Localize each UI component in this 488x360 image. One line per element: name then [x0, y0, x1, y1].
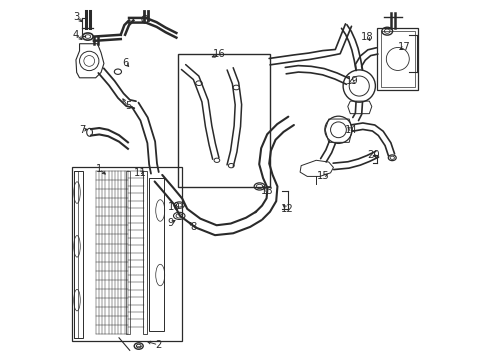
- Bar: [74, 171, 78, 338]
- Text: 18: 18: [361, 32, 373, 41]
- Bar: [380, 31, 414, 87]
- Bar: [178, 54, 269, 187]
- Text: 6: 6: [122, 58, 128, 68]
- Text: 10: 10: [168, 202, 181, 212]
- Text: 16: 16: [213, 49, 225, 59]
- Bar: [142, 171, 147, 334]
- Bar: [126, 171, 130, 334]
- Text: 5: 5: [124, 102, 131, 112]
- Text: 14: 14: [345, 125, 357, 135]
- Text: 2: 2: [155, 340, 162, 350]
- Text: 17: 17: [397, 42, 409, 52]
- Text: 13: 13: [260, 186, 273, 196]
- Text: 1: 1: [96, 164, 102, 174]
- Bar: [74, 171, 83, 338]
- Text: 20: 20: [366, 150, 379, 160]
- Text: 3: 3: [73, 12, 79, 22]
- Text: 15: 15: [316, 171, 329, 181]
- Text: 12: 12: [281, 204, 293, 214]
- Bar: [149, 178, 163, 330]
- Text: 8: 8: [190, 222, 196, 231]
- Text: 7: 7: [79, 125, 85, 135]
- Text: 4: 4: [73, 30, 79, 40]
- Text: 19: 19: [345, 76, 358, 86]
- Bar: [72, 167, 182, 341]
- Text: 11: 11: [133, 168, 146, 178]
- Text: 9: 9: [167, 218, 174, 228]
- Bar: [376, 28, 418, 90]
